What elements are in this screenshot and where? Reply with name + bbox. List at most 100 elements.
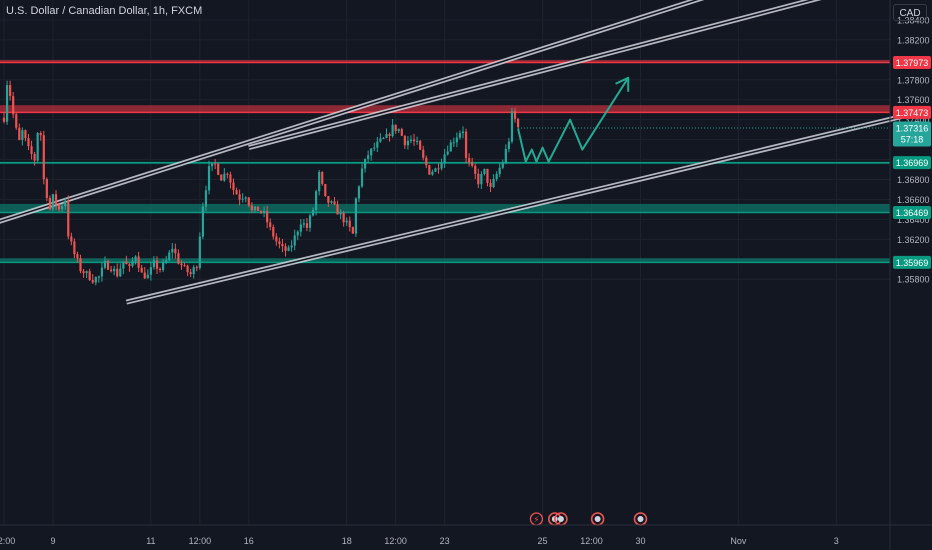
x-tick-label: 12:00 [0, 536, 15, 546]
candle-body [15, 114, 18, 128]
candle-body [376, 141, 379, 148]
countdown-label: 57:18 [901, 135, 924, 145]
symbol-title[interactable]: U.S. Dollar / Canadian Dollar, 1h, FXCM [6, 5, 203, 17]
candle-body [119, 268, 122, 277]
candle-body [305, 223, 309, 228]
flash-icon: ⚡ [533, 516, 539, 526]
support-price-label: 1.35969 [896, 258, 929, 268]
candle-body [189, 272, 192, 275]
currency-button[interactable]: CAD [893, 4, 927, 21]
candle-body [308, 215, 312, 228]
candle-body [363, 158, 367, 169]
candle-body [155, 260, 159, 269]
candle-body [412, 139, 416, 142]
candle-body [85, 271, 88, 274]
candle-body [73, 241, 76, 255]
time-axis[interactable]: 12:00 9 11 12:00 16 18 12:00 23 25 12:00 30 Nov 3 [0, 524, 932, 546]
candle-body [345, 220, 348, 223]
candle-body [214, 163, 217, 165]
candle-body [388, 134, 391, 137]
projection[interactable] [517, 76, 630, 163]
candle-body [339, 212, 342, 215]
candle-body [434, 168, 437, 172]
candle-body [330, 201, 333, 203]
channel[interactable] [0, 0, 923, 305]
candle-body [24, 130, 27, 139]
candle-body [207, 166, 211, 191]
candle-body [195, 267, 198, 269]
candle-body [171, 248, 174, 253]
candle-body [149, 267, 152, 275]
candle-body [128, 264, 131, 267]
channel-upper-line-inner [0, 0, 699, 222]
support-price-tag [893, 205, 931, 219]
candle-body [287, 247, 290, 251]
candle-body [357, 186, 361, 199]
candle-body [468, 158, 471, 162]
y-tick-label: 1.36200 [897, 235, 930, 245]
candle-body [9, 85, 12, 97]
candle-body [51, 194, 55, 210]
candle-body [42, 135, 45, 180]
candle-body [394, 124, 397, 132]
event-marker-dot [594, 516, 601, 522]
candle-body [403, 135, 406, 146]
candle-body [61, 206, 64, 210]
x-tick-label: 3 [834, 536, 839, 546]
candle-body [315, 191, 318, 210]
candle-body [5, 85, 9, 122]
candle-body [103, 260, 107, 268]
candle-body [220, 174, 223, 181]
candle-body [232, 182, 235, 191]
candle-body [241, 198, 244, 200]
candle-body [152, 260, 156, 268]
candle-body [12, 96, 15, 115]
candle-body [406, 140, 410, 146]
candle-body [45, 179, 48, 198]
candle-body [165, 260, 168, 263]
candle-body [263, 211, 266, 213]
candle-body [379, 138, 382, 142]
candle-body [137, 256, 140, 268]
candle-body [36, 132, 39, 161]
candle-body [48, 197, 51, 210]
candle-body [204, 190, 208, 207]
candle-body [210, 163, 214, 167]
candle-body [318, 171, 321, 192]
price-axis[interactable]: 1.358001.360001.362001.364001.366001.368… [518, 0, 931, 550]
candle-body [311, 209, 315, 216]
candle-body [474, 165, 477, 174]
candle-body [238, 194, 241, 200]
candle-body [385, 134, 388, 138]
candle-body [440, 163, 443, 169]
candle-body [256, 206, 260, 211]
resistance-price-tag [893, 56, 931, 70]
candle-body [367, 155, 370, 159]
candle-body [67, 200, 70, 237]
candle-body [88, 271, 91, 281]
candle-body [64, 200, 67, 207]
y-tick-label: 1.37600 [897, 95, 930, 105]
y-tick-label: 1.38200 [897, 35, 930, 45]
candle-body [449, 142, 452, 152]
candle-body [33, 153, 36, 161]
candle-body [461, 131, 465, 134]
candle-body [269, 222, 272, 227]
candle-body [2, 117, 6, 122]
candle-body [226, 173, 229, 175]
candle-body [464, 131, 468, 159]
support-zone [0, 203, 890, 213]
candle-body [235, 190, 238, 195]
candle-body [437, 168, 440, 170]
x-tick-label: 25 [538, 536, 548, 546]
x-tick-label: 23 [440, 536, 450, 546]
candle-body [259, 210, 263, 213]
candle-body [272, 226, 275, 237]
projection-path[interactable] [517, 77, 630, 163]
candle-body [409, 139, 413, 141]
x-tick-label: Nov [730, 536, 747, 546]
candle-body [54, 194, 58, 205]
